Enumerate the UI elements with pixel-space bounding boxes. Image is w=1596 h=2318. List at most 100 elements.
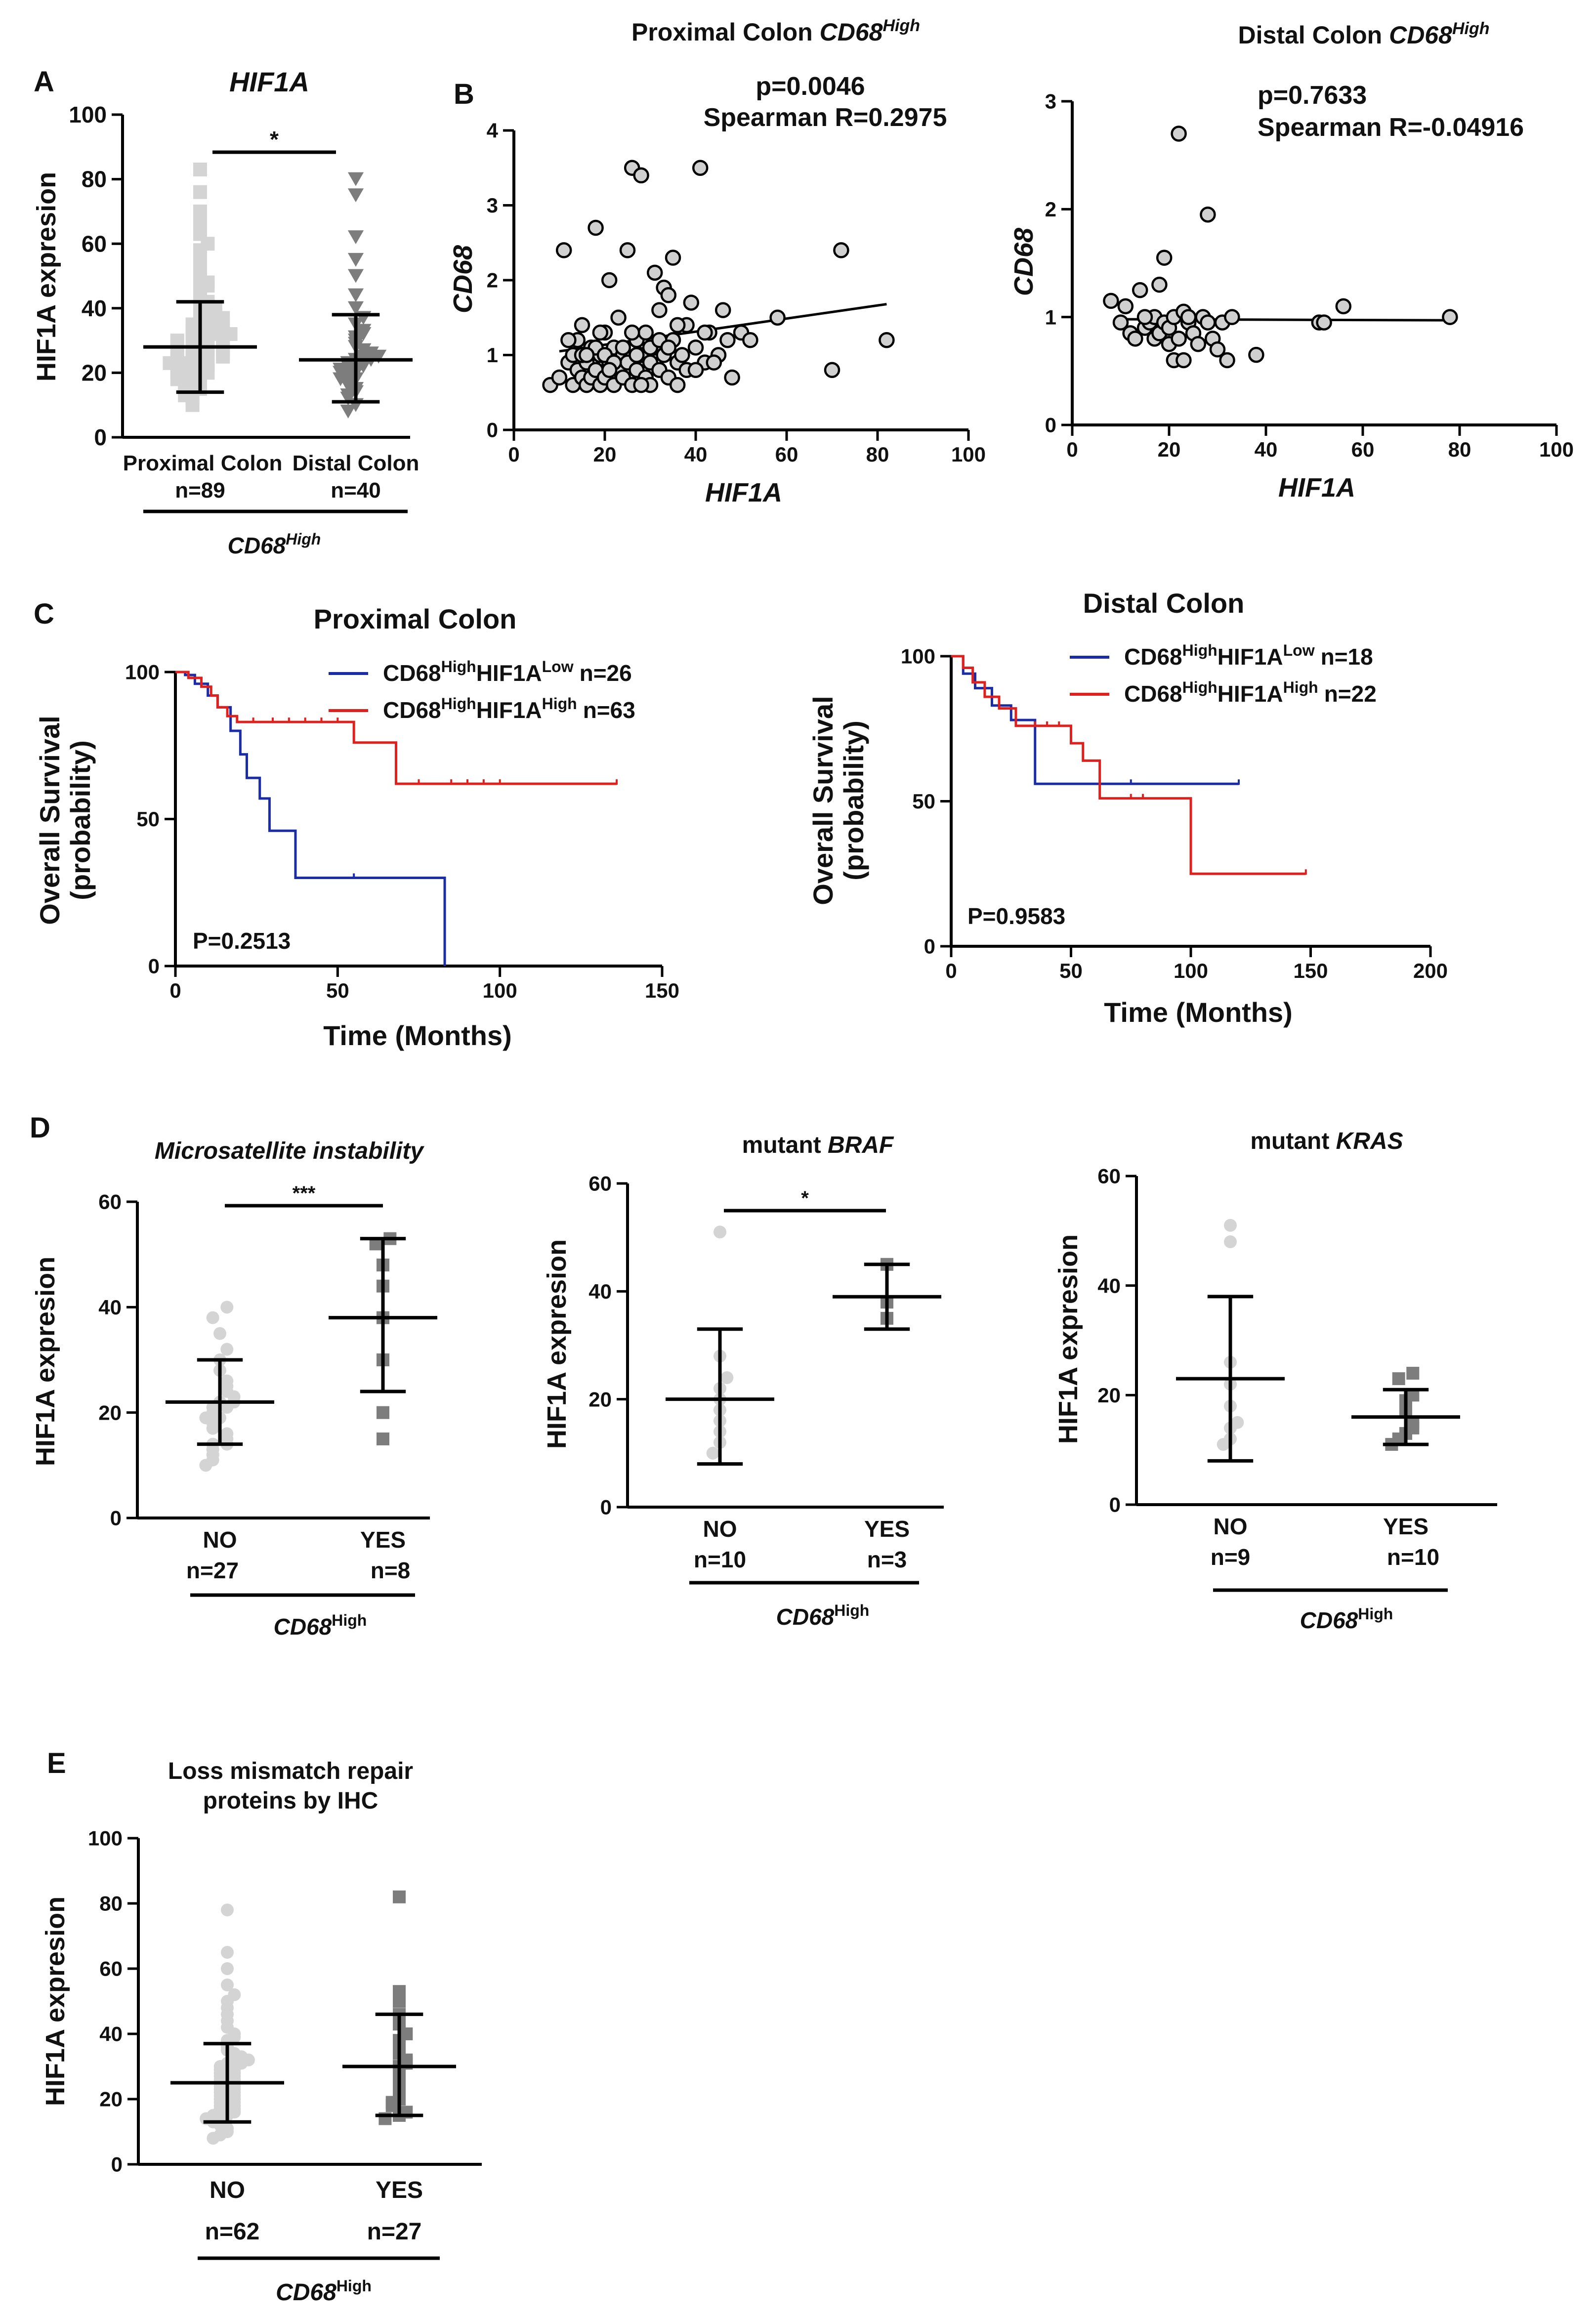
text-span: High <box>542 695 577 713</box>
y-tick-label: 60 <box>1097 1165 1121 1188</box>
y-tick-label: 40 <box>98 1296 122 1319</box>
data-point <box>220 1301 234 1314</box>
y-tick-label: 0 <box>1045 414 1056 437</box>
text-span: CD68 <box>1124 644 1182 670</box>
group-n-label: n=27 <box>186 1558 239 1583</box>
data-point <box>1200 314 1216 331</box>
y-tick-label: 0 <box>94 424 107 450</box>
y-tick-label: 20 <box>98 1401 122 1424</box>
bottom-label: CD68High <box>776 1602 870 1630</box>
text-span: BRAF <box>828 1132 894 1158</box>
group-yes: YES n=27 <box>342 1890 456 2245</box>
group-n-label: n=8 <box>371 1558 411 1583</box>
x-axis-label: Time (Months) <box>1104 997 1293 1028</box>
group-proximal-colon: Proximal Colon n=89 <box>123 163 282 503</box>
data-point <box>347 301 364 315</box>
y-axis-label-sub: (probability) <box>838 720 869 881</box>
data-point <box>340 404 356 419</box>
data-point <box>1209 341 1226 358</box>
data-point <box>1156 250 1173 266</box>
dotplot-kras: 0 20 40 60 NO n=9 YES n=10 mutant KRAS HIF1A expr… <box>1053 1128 1497 1633</box>
text-span: Proximal Colon <box>631 18 820 46</box>
group-no: NO n=10 <box>666 1225 774 1572</box>
data-point <box>560 332 577 348</box>
text-span: Low <box>542 658 574 675</box>
data-point <box>220 1427 234 1440</box>
text-span: CD68 <box>776 1604 835 1630</box>
chart-title: mutant KRAS <box>1250 1128 1403 1154</box>
y-tick-label: 80 <box>82 167 107 192</box>
group-yes: YES n=8 <box>329 1232 437 1583</box>
y-tick-label: 40 <box>82 295 107 321</box>
group-label: NO <box>210 2177 245 2203</box>
km-series-low: CD68HighHIF1ALow n=18 <box>951 641 1373 785</box>
dotplot-braf: 0 20 40 60 NO n=10 YES n=3 mutant BRAF * HIF1A exp… <box>542 1132 944 1630</box>
data-point <box>619 242 636 258</box>
group-n-label: n=40 <box>331 478 381 503</box>
x-tick-label: 150 <box>1293 959 1328 982</box>
text-span: High <box>332 1611 367 1629</box>
group-n-label: n=9 <box>1211 1544 1251 1570</box>
data-point <box>1224 309 1240 325</box>
data-point <box>555 242 572 258</box>
panel-a-dotplot: 0 20 40 60 80 100 Proximal Colon n=89 Distal Col… <box>32 66 419 558</box>
x-tick-label: 100 <box>1539 438 1574 461</box>
y-axis-label-sub: (probability) <box>65 740 96 900</box>
bottom-label: CD68High <box>276 2277 372 2306</box>
data-point <box>1117 298 1134 315</box>
chart-title: Distal Colon CD68High <box>1238 19 1490 49</box>
y-tick-label: 100 <box>901 645 935 668</box>
text-span: n=22 <box>1324 681 1377 707</box>
group-label: Distal Colon <box>293 451 420 475</box>
chart-title: Microsatellite instability <box>155 1138 424 1164</box>
text-span: High <box>336 2277 372 2295</box>
y-tick-label: 100 <box>88 1827 123 1850</box>
data-point <box>1219 352 1235 369</box>
legend-label: CD68HighHIF1ALow n=26 <box>383 658 632 686</box>
data-point <box>742 332 758 348</box>
x-tick-label: 0 <box>508 443 519 466</box>
km-series-low: CD68HighHIF1ALow n=26 <box>175 658 632 966</box>
survival-curve <box>951 655 1306 875</box>
data-point <box>637 324 654 341</box>
data-point <box>220 1374 234 1388</box>
group-n-label: n=89 <box>175 478 225 503</box>
group-distal-colon: Distal Colon n=40 <box>293 172 420 503</box>
text-span: CD68 <box>1389 21 1452 49</box>
y-label-text: HIF1A expresion <box>31 1257 60 1466</box>
km-chart-distal: 0 50 100 0 50 100 150 200 Distal Colon P=0.9583 Ov… <box>807 588 1448 1028</box>
data-point <box>578 347 595 363</box>
x-tick-label: 200 <box>1413 959 1448 982</box>
data-point <box>601 362 618 379</box>
group-n-label: n=27 <box>367 2219 422 2245</box>
data-point <box>1103 293 1119 309</box>
x-tick-label: 80 <box>866 443 889 466</box>
group-n-label: n=62 <box>205 2219 260 2245</box>
data-point <box>669 317 686 334</box>
text-span: mutant <box>1250 1128 1336 1154</box>
chart-title: HIF1A <box>229 66 309 97</box>
text-span: CD68 <box>274 1614 332 1640</box>
group-no: NO n=27 <box>166 1301 274 1583</box>
bottom-label: CD68High <box>1300 1605 1393 1633</box>
bottom-label: CD68High <box>228 530 321 558</box>
data-point <box>1151 276 1168 293</box>
text-span: High <box>1182 641 1218 659</box>
x-tick-label: 60 <box>1351 438 1375 461</box>
data-point <box>1200 207 1216 223</box>
data-point <box>220 1343 234 1356</box>
text-span: n=18 <box>1321 644 1373 670</box>
group-label: NO <box>703 1516 737 1542</box>
panel-letter: D <box>30 1112 50 1144</box>
text-span: High <box>286 530 321 548</box>
text-span: HIF1A <box>476 697 542 723</box>
data-point <box>393 1890 406 1903</box>
data-point <box>683 295 700 311</box>
text-span: KRAS <box>1336 1128 1403 1154</box>
p-value: p=0.7633 <box>1258 81 1367 110</box>
y-tick-label: 4 <box>487 119 499 142</box>
y-label-text: HIF1A expresion <box>1053 1234 1083 1444</box>
y-tick-label: 50 <box>136 807 160 831</box>
